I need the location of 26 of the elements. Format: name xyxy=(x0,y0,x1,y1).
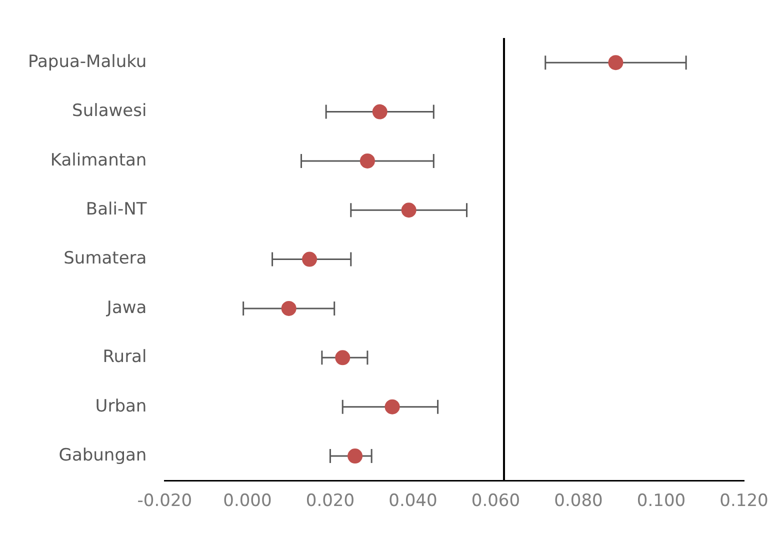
point xyxy=(401,202,416,218)
y-tick-label: Sumatera xyxy=(64,248,147,269)
point xyxy=(384,399,400,414)
y-tick-label: Rural xyxy=(102,347,147,368)
y-tick-label: Sulawesi xyxy=(72,101,147,122)
point xyxy=(608,55,624,70)
y-tick-label: Urban xyxy=(95,396,147,416)
y-tick-label: Bali-NT xyxy=(86,200,148,220)
x-tick-label: 0.020 xyxy=(306,491,355,512)
x-tick-label: 0.000 xyxy=(223,491,272,512)
point xyxy=(335,350,350,366)
x-tick-label: 0.120 xyxy=(720,491,768,512)
x-tick-label: 0.080 xyxy=(554,491,603,512)
y-tick-label: Gabungan xyxy=(58,445,147,466)
x-tick-label: 0.100 xyxy=(636,491,686,512)
y-tick-label: Papua-Maluku xyxy=(28,52,147,72)
y-tick-label: Kalimantan xyxy=(50,150,147,170)
point xyxy=(360,153,375,168)
x-tick-label: 0.060 xyxy=(471,491,520,512)
x-tick-label: -0.020 xyxy=(137,491,192,512)
y-tick-label: Jawa xyxy=(106,298,147,318)
x-tick-label: 0.040 xyxy=(388,491,438,512)
point xyxy=(372,104,388,120)
point xyxy=(281,300,296,316)
point xyxy=(348,448,363,464)
point xyxy=(302,252,318,267)
